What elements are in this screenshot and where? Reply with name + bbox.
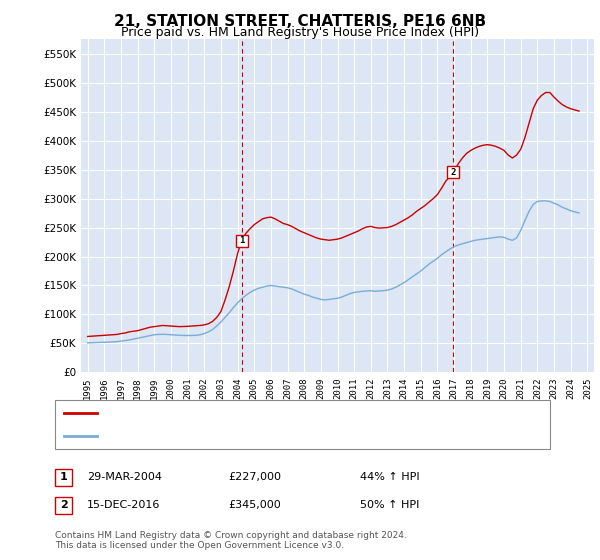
Text: 29-MAR-2004: 29-MAR-2004 [87, 472, 162, 482]
Text: 44% ↑ HPI: 44% ↑ HPI [360, 472, 419, 482]
Text: Price paid vs. HM Land Registry's House Price Index (HPI): Price paid vs. HM Land Registry's House … [121, 26, 479, 39]
Text: 2: 2 [451, 168, 456, 177]
Text: 1: 1 [239, 236, 244, 245]
Text: Contains HM Land Registry data © Crown copyright and database right 2024.
This d: Contains HM Land Registry data © Crown c… [55, 530, 407, 550]
Text: £227,000: £227,000 [228, 472, 281, 482]
Text: 21, STATION STREET, CHATTERIS, PE16 6NB (detached house): 21, STATION STREET, CHATTERIS, PE16 6NB … [104, 408, 449, 418]
Text: HPI: Average price, detached house, Fenland: HPI: Average price, detached house, Fenl… [104, 431, 355, 441]
Text: 21, STATION STREET, CHATTERIS, PE16 6NB: 21, STATION STREET, CHATTERIS, PE16 6NB [114, 14, 486, 29]
Text: £345,000: £345,000 [228, 500, 281, 510]
Text: 1: 1 [60, 472, 67, 482]
Text: 15-DEC-2016: 15-DEC-2016 [87, 500, 160, 510]
Text: 50% ↑ HPI: 50% ↑ HPI [360, 500, 419, 510]
Text: 2: 2 [60, 500, 67, 510]
